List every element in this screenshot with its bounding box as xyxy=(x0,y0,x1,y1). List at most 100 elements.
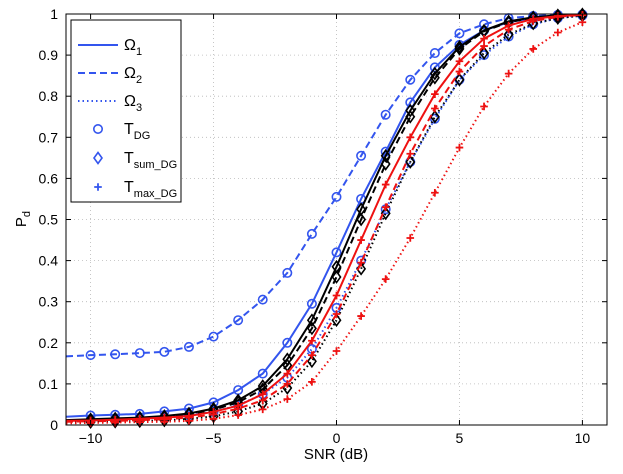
series-point-t-max-dg-3 xyxy=(160,417,169,426)
series-point-t-dg-2 xyxy=(208,331,219,342)
legend-label: Ω3 xyxy=(124,93,142,114)
series-point-t-max-dg-2 xyxy=(529,17,538,25)
legend-swatch-circle xyxy=(93,124,104,135)
series-point-t-max-dg-2 xyxy=(234,404,242,413)
series-point-t-dg-1 xyxy=(208,397,219,408)
y-tick-label: 0.2 xyxy=(39,335,59,351)
series-point-t-sum-dg-2 xyxy=(356,212,367,227)
y-axis-label-sub: d xyxy=(21,211,33,217)
y-tick-label: 0 xyxy=(50,417,58,433)
series-point-t-dg-2 xyxy=(479,19,490,30)
series-point-t-sum-dg-3 xyxy=(429,109,440,124)
series-point-t-dg-2 xyxy=(454,28,465,39)
y-tick-label: 0.6 xyxy=(39,170,59,186)
y-tick-label: 0.3 xyxy=(39,294,59,310)
series-point-t-max-dg-1 xyxy=(332,291,341,300)
legend-item-6: Tmax_DG xyxy=(94,179,177,200)
legend-label-main: Ω xyxy=(124,65,136,82)
series-point-t-sum-dg-2 xyxy=(380,157,391,171)
legend-label-sub: max_DG xyxy=(134,188,177,200)
series-point-t-sum-dg-3 xyxy=(454,72,465,87)
series-point-t-sum-dg-2 xyxy=(306,321,317,336)
legend-item-1: Ω1 xyxy=(78,37,142,58)
series-point-t-sum-dg-3 xyxy=(306,354,317,369)
series-point-t-dg-2 xyxy=(159,346,170,357)
legend-item-2: Ω2 xyxy=(78,65,142,86)
series-point-t-dg-2 xyxy=(405,74,416,85)
series-point-t-max-dg-3 xyxy=(578,18,587,27)
series-point-t-sum-dg-1 xyxy=(429,66,440,81)
series-point-t-dg-2 xyxy=(183,341,194,352)
series-point-t-sum-dg-3 xyxy=(380,206,391,221)
series-point-t-max-dg-3 xyxy=(406,234,415,242)
series-t-max-dg-3 xyxy=(65,18,587,427)
x-tick-label: 0 xyxy=(333,430,341,446)
series-point-t-max-dg-2 xyxy=(381,203,390,211)
series-point-t-sum-dg-3 xyxy=(405,155,416,169)
series-point-t-max-dg-3 xyxy=(332,347,341,355)
series-point-t-max-dg-3 xyxy=(381,275,390,283)
series-point-t-max-dg-3 xyxy=(283,395,292,403)
series-point-t-max-dg-3 xyxy=(308,378,316,386)
series-line-t-max-dg-2 xyxy=(65,13,583,423)
series-point-t-dg-2 xyxy=(110,349,121,360)
series-point-t-max-dg-3 xyxy=(455,143,464,152)
series-point-t-max-dg-3 xyxy=(185,417,193,425)
series-point-t-max-dg-1 xyxy=(308,336,316,345)
series-point-t-dg-2 xyxy=(257,294,268,305)
legend-label-main: T xyxy=(124,179,134,196)
series-point-t-sum-dg-2 xyxy=(331,270,342,284)
y-tick-label: 0.4 xyxy=(39,253,59,269)
series-point-t-dg-1 xyxy=(405,97,416,108)
series-point-t-max-dg-2 xyxy=(283,380,292,388)
y-tick-label: 1 xyxy=(50,6,58,22)
series-point-t-dg-2 xyxy=(306,228,317,239)
series-point-t-max-dg-3 xyxy=(554,28,562,37)
series-point-t-max-dg-1 xyxy=(283,369,292,378)
legend-item-4: TDG xyxy=(93,121,150,142)
y-tick-label: 0.7 xyxy=(39,129,59,145)
x-axis-label: SNR (dB) xyxy=(304,446,368,463)
legend-label: TDG xyxy=(124,121,150,142)
svg-text:Pd: Pd xyxy=(13,211,33,227)
series-point-t-sum-dg-1 xyxy=(380,148,391,163)
legend-swatch-diamond xyxy=(93,151,103,165)
series-t-max-dg-2 xyxy=(65,11,587,426)
series-point-t-max-dg-1 xyxy=(381,180,390,189)
y-tick-label: 0.5 xyxy=(39,212,59,228)
series-point-t-dg-2 xyxy=(233,315,244,326)
legend-item-3: Ω3 xyxy=(78,93,142,114)
series-point-t-dg-2 xyxy=(282,267,293,278)
series-point-t-sum-dg-2 xyxy=(454,42,465,56)
series-point-t-max-dg-2 xyxy=(455,67,464,76)
series-point-t-sum-dg-3 xyxy=(479,46,490,60)
series-point-t-max-dg-3 xyxy=(480,102,488,111)
legend-label: Tsum_DG xyxy=(124,150,177,171)
series-point-t-max-dg-2 xyxy=(431,104,439,113)
series-point-t-max-dg-3 xyxy=(431,188,439,197)
series-point-t-dg-1 xyxy=(331,247,342,258)
legend-label-main: T xyxy=(124,150,134,167)
series-point-t-dg-2 xyxy=(356,150,367,161)
series-point-t-sum-dg-3 xyxy=(503,27,514,42)
series-point-t-max-dg-3 xyxy=(357,312,365,320)
series-point-t-sum-dg-1 xyxy=(405,103,416,118)
legend-label-sub: 3 xyxy=(136,102,142,114)
y-axis-label: Pd xyxy=(13,211,33,227)
legend-box xyxy=(70,19,182,203)
y-tick-label: 0.9 xyxy=(39,47,59,63)
series-point-t-max-dg-2 xyxy=(332,310,341,318)
series-point-t-dg-2 xyxy=(331,191,342,202)
ticks: −10 −5 0 5 10 0 0.1 0.2 0.3 0.4 0.5 0.6 0.7 0.8 0.9 1 xyxy=(39,6,607,446)
series-point-t-max-dg-3 xyxy=(258,405,267,414)
series-point-t-max-dg-1 xyxy=(357,236,365,244)
legend-label-sub: DG xyxy=(134,130,151,142)
series-point-t-sum-dg-1 xyxy=(306,313,317,328)
series-point-t-sum-dg-2 xyxy=(405,109,416,124)
legend-item-5: Tsum_DG xyxy=(93,150,177,171)
x-tick-label: 5 xyxy=(456,430,464,446)
y-axis-label-main: P xyxy=(13,217,30,227)
